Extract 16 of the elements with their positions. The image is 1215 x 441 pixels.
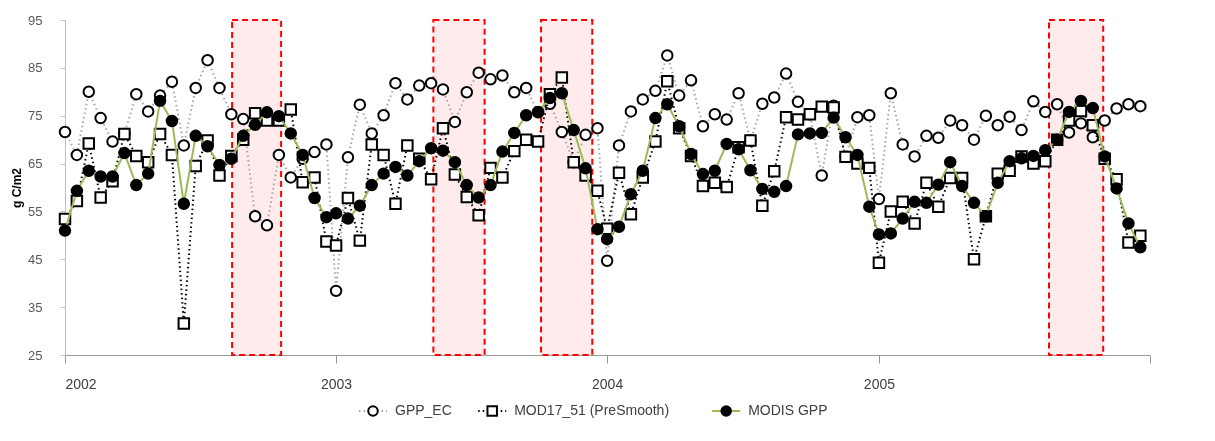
x-tick-label: 2004: [592, 375, 624, 392]
y-axis-title: g C/m2: [10, 167, 25, 209]
x-tick-label: 2002: [65, 375, 97, 392]
y-tick-label: 65: [28, 156, 43, 172]
y-tick-label: 75: [28, 108, 43, 124]
legend-label: GPP_EC: [395, 402, 452, 418]
x-tick-label: 2005: [863, 375, 896, 392]
y-tick-label: 45: [28, 251, 43, 267]
y-tick-label: 25: [28, 347, 43, 363]
y-tick-label: 85: [28, 60, 43, 76]
x-tick-label: 2003: [320, 375, 353, 392]
legend-label: MODIS GPP: [748, 402, 828, 418]
y-tick-label: 55: [28, 203, 43, 219]
y-tick-label: 95: [28, 12, 43, 28]
legend-label: MOD17_51 (PreSmooth): [514, 402, 670, 418]
y-tick-label: 35: [28, 299, 43, 315]
